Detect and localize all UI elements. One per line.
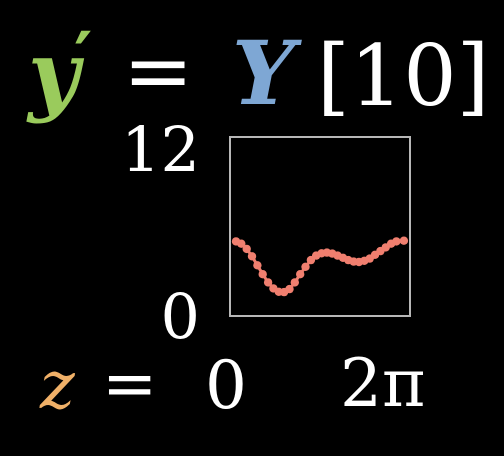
- plot-series: [231, 236, 409, 297]
- data-point: [392, 237, 401, 246]
- equation-rhs-symbol: Y: [232, 21, 302, 125]
- z-value: 0: [205, 347, 247, 424]
- equation-prime: ′: [74, 16, 92, 99]
- data-point: [247, 252, 257, 261]
- data-point: [263, 278, 273, 287]
- equation-index: [10]: [317, 27, 489, 125]
- data-point: [290, 278, 299, 287]
- equation-equals: =: [123, 22, 193, 120]
- data-point: [285, 284, 294, 294]
- z-label: z = 0: [39, 345, 247, 424]
- equation: y ′ = Y [10]: [26, 16, 489, 125]
- data-point: [237, 239, 246, 248]
- x-max-label: 2π: [340, 345, 425, 422]
- data-point: [399, 236, 409, 245]
- equation-lhs: y: [26, 21, 85, 125]
- data-point: [296, 270, 305, 279]
- data-point: [301, 262, 310, 271]
- y-min-label: 0: [161, 280, 200, 353]
- y-max-label: 12: [121, 113, 200, 186]
- plot-frame: [229, 136, 411, 317]
- data-point: [242, 244, 251, 254]
- z-equals: =: [102, 345, 157, 422]
- data-point: [253, 261, 262, 270]
- z-symbol: z: [39, 347, 76, 424]
- data-point: [258, 270, 267, 279]
